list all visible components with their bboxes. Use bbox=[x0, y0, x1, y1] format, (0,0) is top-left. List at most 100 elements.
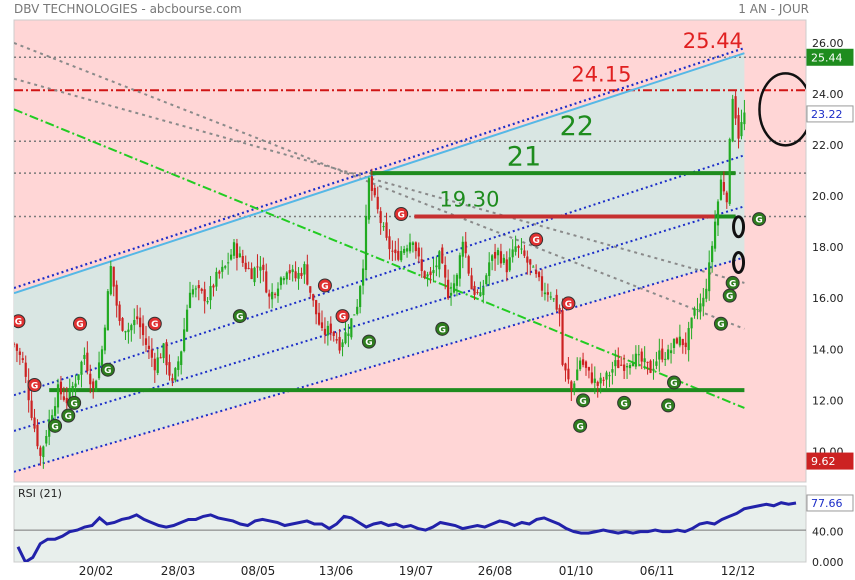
candle-body bbox=[147, 345, 151, 350]
candle-body bbox=[441, 247, 444, 264]
candle-body bbox=[103, 327, 107, 351]
candle-body bbox=[83, 354, 86, 359]
green-signal-badge bbox=[435, 321, 450, 336]
candle-body bbox=[45, 435, 48, 444]
candle-body bbox=[165, 342, 168, 366]
signal-badge-letter: G bbox=[532, 236, 539, 246]
signal-badge-letter: G bbox=[670, 379, 677, 389]
candle-body bbox=[467, 256, 470, 274]
x-axis-tick-label: 26/08 bbox=[478, 564, 513, 578]
candle-body bbox=[713, 221, 717, 249]
candle-body bbox=[212, 285, 215, 288]
candle-body bbox=[485, 275, 488, 285]
candle-body bbox=[705, 288, 708, 299]
candle-body bbox=[667, 349, 670, 360]
candle-body bbox=[317, 312, 321, 325]
candle-body bbox=[388, 236, 391, 250]
candle-body bbox=[394, 249, 397, 254]
candle-body bbox=[403, 248, 406, 253]
candle-body bbox=[423, 271, 426, 278]
green-signal-badge bbox=[661, 398, 676, 413]
x-axis-tick-label: 01/10 bbox=[559, 564, 594, 578]
candle-body bbox=[684, 342, 687, 348]
candle-body bbox=[470, 275, 473, 290]
signal-badge-letter: G bbox=[398, 210, 405, 220]
candle-body bbox=[127, 329, 130, 333]
price-tag-value: 9.62 bbox=[811, 455, 836, 468]
candle-body bbox=[24, 362, 27, 377]
candle-body bbox=[27, 380, 30, 401]
candle-body bbox=[353, 314, 356, 316]
level-annotation-label: 24.15 bbox=[571, 62, 631, 86]
candle-body bbox=[36, 424, 39, 447]
candle-body bbox=[241, 255, 244, 263]
candle-body bbox=[218, 271, 221, 274]
gray-trend-line bbox=[14, 42, 745, 330]
level-annotation-label: 22 bbox=[560, 111, 594, 142]
candle-body bbox=[573, 383, 576, 391]
candle-body bbox=[740, 122, 743, 137]
candle-body bbox=[51, 415, 54, 422]
candle-body bbox=[171, 378, 174, 381]
candle-body bbox=[678, 336, 681, 346]
candle-body bbox=[180, 351, 183, 365]
candle-body bbox=[517, 246, 520, 248]
candle-body bbox=[605, 372, 608, 380]
candle-body bbox=[361, 268, 365, 286]
candle-body bbox=[86, 352, 89, 372]
candle-body bbox=[461, 241, 464, 257]
candle-body bbox=[370, 176, 373, 191]
candle-body bbox=[121, 318, 124, 331]
candle-body bbox=[185, 309, 189, 332]
candle-body bbox=[526, 256, 529, 263]
candle-body bbox=[391, 250, 394, 252]
signal-badge-letter: G bbox=[321, 282, 328, 292]
candle-body bbox=[112, 266, 115, 287]
candle-body bbox=[68, 388, 71, 401]
signal-badge-letter: G bbox=[664, 402, 671, 412]
y-axis-tick-label: 24.00 bbox=[812, 88, 844, 101]
channel-line bbox=[14, 256, 745, 473]
price-tag bbox=[806, 105, 854, 123]
candle-body bbox=[367, 178, 371, 220]
candle-body bbox=[109, 266, 112, 295]
candle-body bbox=[414, 242, 417, 252]
rsi-current-tag bbox=[806, 494, 854, 512]
candle-body bbox=[136, 316, 139, 320]
candle-body bbox=[250, 268, 253, 280]
candle-body bbox=[728, 139, 731, 204]
candle-body bbox=[417, 247, 420, 257]
upper-channel-dotted bbox=[14, 47, 745, 290]
candle-body bbox=[699, 303, 702, 312]
x-axis-tick-label: 28/03 bbox=[161, 564, 196, 578]
candle-body bbox=[209, 286, 212, 301]
candle-body bbox=[124, 331, 127, 333]
candle-body bbox=[382, 226, 385, 228]
candle-body bbox=[329, 323, 332, 334]
signal-badge-letter: G bbox=[76, 320, 83, 330]
candle-body bbox=[312, 294, 315, 301]
candle-body bbox=[276, 288, 280, 297]
candle-body bbox=[247, 267, 250, 269]
x-axis-tick-label: 08/05 bbox=[241, 564, 276, 578]
candle-body bbox=[564, 363, 567, 371]
green-signal-badge bbox=[617, 395, 632, 410]
signal-badge-letter: G bbox=[70, 399, 77, 409]
y-axis-tick-label: 26.00 bbox=[812, 37, 844, 50]
candle-body bbox=[279, 277, 283, 286]
candle-body bbox=[59, 381, 63, 395]
candle-body bbox=[620, 364, 623, 366]
candle-body bbox=[408, 242, 412, 252]
candle-body bbox=[356, 306, 359, 314]
candle-body bbox=[590, 372, 593, 383]
candle-body bbox=[174, 368, 177, 381]
candle-body bbox=[455, 274, 459, 286]
candle-body bbox=[499, 251, 503, 264]
green-signal-badge bbox=[361, 334, 376, 349]
candle-body bbox=[731, 98, 734, 142]
candle-body bbox=[581, 359, 585, 365]
candle-body bbox=[262, 264, 265, 270]
green-signal-badge bbox=[573, 418, 588, 433]
candle-body bbox=[320, 322, 324, 329]
candle-body bbox=[555, 294, 558, 310]
